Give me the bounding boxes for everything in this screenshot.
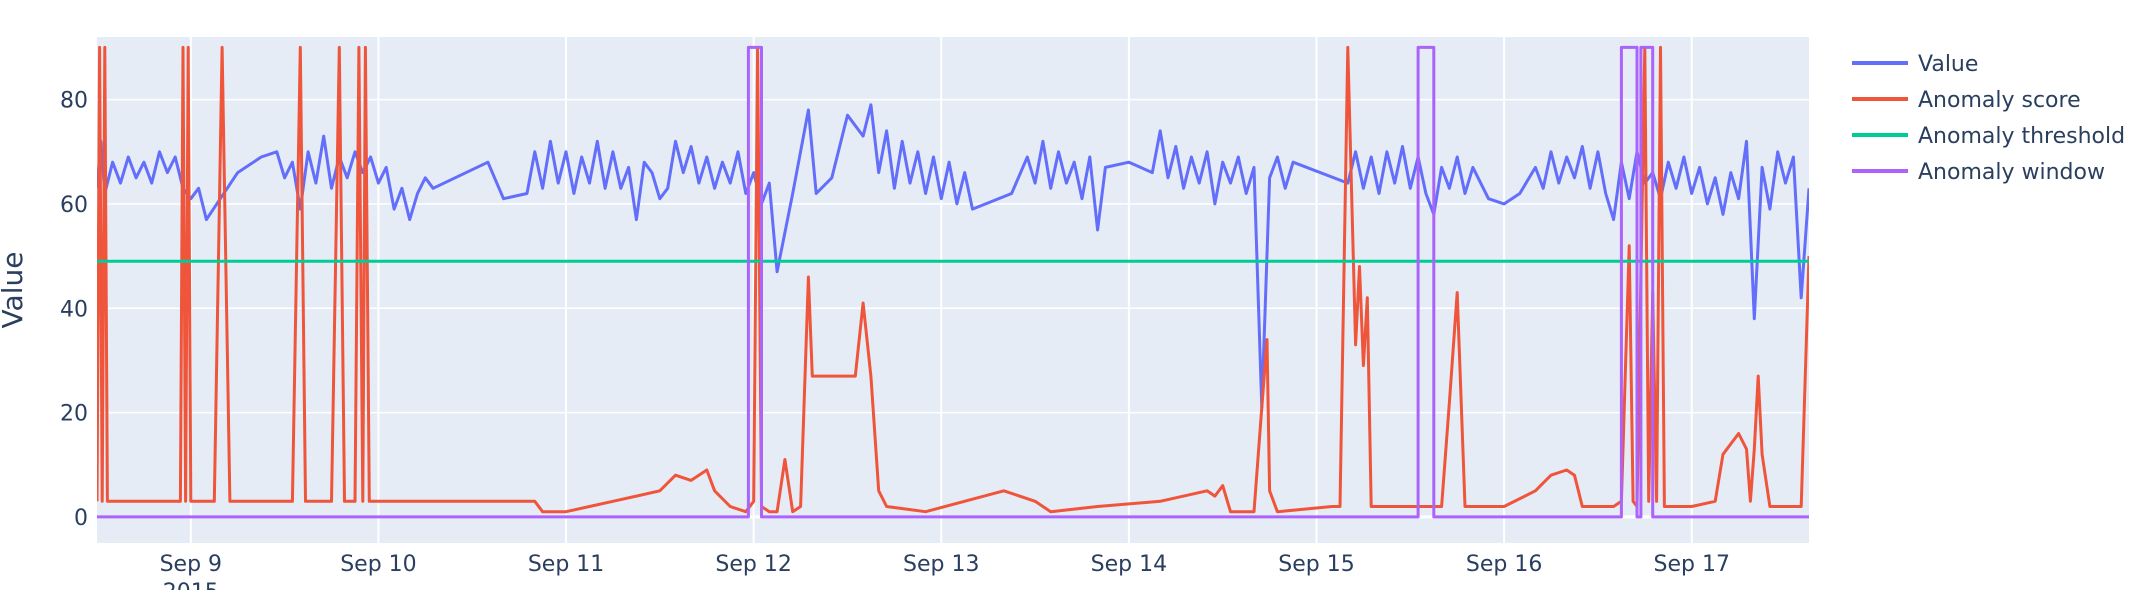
series-line-value [97,103,1809,409]
plot-background [97,37,1809,543]
x-tick-label: Sep 16 [1466,552,1542,577]
x-tick-label: Sep 13 [903,552,979,577]
y-tick-label: 40 [60,297,88,322]
y-tick-label: 20 [60,402,88,427]
legend-item[interactable]: Anomaly window [1852,160,2105,185]
y-tick-label: 60 [60,193,88,218]
x-tick-label: Sep 10 [340,552,416,577]
legend-label: Value [1918,52,1978,77]
series-line-anomaly-window [97,45,1809,519]
x-axis: Sep 9 2015 Sep 10 Sep 11 Sep 12 Sep 13 Sep 14 S… [160,552,1730,590]
y-axis: 0 20 40 60 80 [60,89,88,531]
x-tick-label: Sep 9 [160,552,222,577]
legend-label: Anomaly window [1918,160,2105,185]
x-tick-label: Sep 15 [1278,552,1354,577]
x-tick-label: Sep 17 [1654,552,1730,577]
legend-item[interactable]: Anomaly score [1852,88,2081,113]
x-tick-year-label: 2015 [163,580,219,590]
legend-label: Anomaly score [1918,88,2081,113]
legend-item[interactable]: Anomaly threshold [1852,124,2125,149]
x-tick-label: Sep 14 [1091,552,1167,577]
legend-item[interactable]: Value [1852,52,1978,77]
legend: Value Anomaly score Anomaly threshold Anoma… [1852,52,2125,185]
x-tick-label: Sep 12 [715,552,791,577]
y-axis-title: Value [0,252,29,329]
y-tick-label: 80 [60,89,88,114]
legend-label: Anomaly threshold [1918,124,2125,149]
x-tick-label: Sep 11 [528,552,604,577]
series-layer [97,45,1809,519]
y-tick-label: 0 [74,506,88,531]
